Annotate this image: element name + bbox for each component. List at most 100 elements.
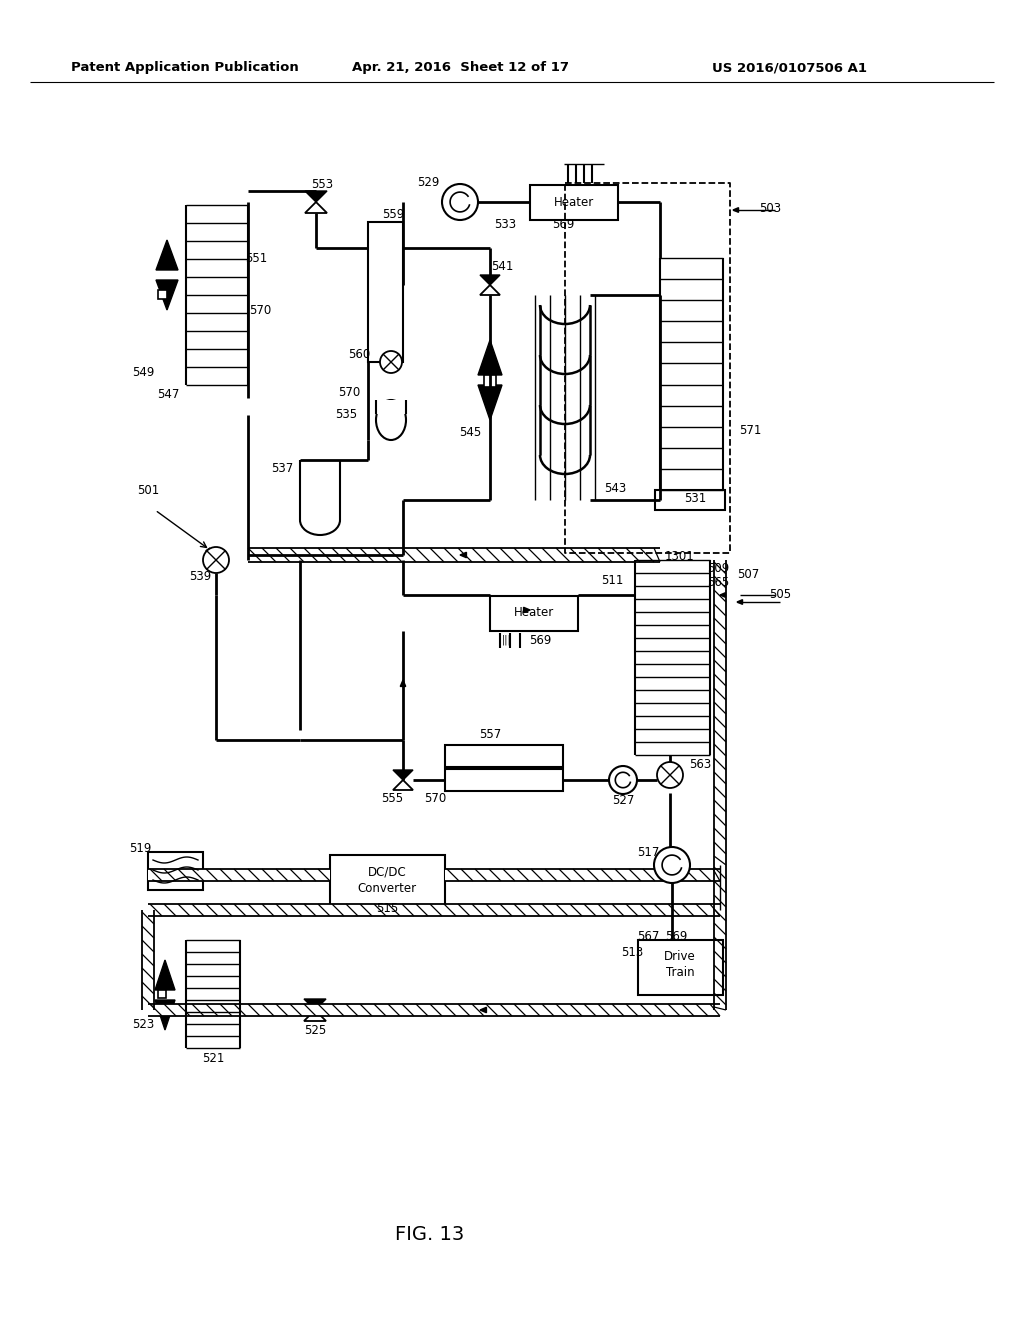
- Circle shape: [442, 183, 478, 220]
- Bar: [248, 548, 660, 562]
- Polygon shape: [676, 854, 680, 859]
- Text: 517: 517: [637, 846, 659, 858]
- Bar: [330, 855, 445, 906]
- Polygon shape: [478, 385, 502, 420]
- Polygon shape: [155, 1001, 175, 1030]
- Text: 553: 553: [311, 177, 333, 190]
- Bar: [142, 909, 154, 1010]
- Polygon shape: [480, 275, 500, 285]
- Circle shape: [609, 766, 637, 795]
- Text: 537: 537: [271, 462, 293, 474]
- Bar: [148, 1005, 720, 1016]
- Text: 525: 525: [304, 1023, 326, 1036]
- Polygon shape: [460, 552, 467, 558]
- Text: 559: 559: [382, 209, 404, 222]
- Bar: [148, 869, 330, 880]
- Bar: [655, 490, 725, 510]
- Polygon shape: [478, 341, 502, 375]
- Bar: [638, 940, 723, 995]
- Polygon shape: [737, 599, 742, 605]
- Polygon shape: [733, 207, 738, 213]
- Bar: [484, 375, 496, 387]
- Bar: [445, 744, 563, 767]
- Bar: [445, 869, 720, 880]
- Circle shape: [203, 546, 229, 573]
- Polygon shape: [156, 280, 178, 310]
- Polygon shape: [305, 202, 327, 213]
- Polygon shape: [206, 548, 210, 553]
- Text: 560: 560: [348, 347, 370, 360]
- Text: 519: 519: [129, 842, 152, 854]
- Text: 535: 535: [335, 408, 357, 421]
- Polygon shape: [156, 240, 178, 271]
- Circle shape: [657, 762, 683, 788]
- Bar: [530, 185, 618, 220]
- Polygon shape: [480, 285, 500, 294]
- Text: 541: 541: [490, 260, 513, 273]
- Text: Heater: Heater: [554, 195, 594, 209]
- Text: Train: Train: [666, 966, 694, 979]
- Text: 570: 570: [338, 387, 360, 400]
- Bar: [714, 865, 726, 1010]
- Polygon shape: [304, 999, 326, 1010]
- Text: 521: 521: [202, 1052, 224, 1064]
- Bar: [158, 990, 166, 998]
- Circle shape: [380, 351, 402, 374]
- Polygon shape: [464, 191, 468, 197]
- Polygon shape: [549, 873, 555, 878]
- Text: 505: 505: [769, 589, 792, 602]
- Text: DC/DC: DC/DC: [368, 866, 407, 879]
- Text: 515: 515: [376, 902, 398, 915]
- Text: 513: 513: [621, 945, 643, 958]
- Text: 509: 509: [707, 561, 729, 574]
- Text: 1301: 1301: [666, 550, 695, 564]
- Bar: [368, 222, 403, 362]
- Text: 557: 557: [479, 729, 501, 742]
- Text: 501: 501: [137, 483, 159, 496]
- Text: 527: 527: [611, 793, 634, 807]
- Ellipse shape: [376, 400, 406, 440]
- Text: 551: 551: [245, 252, 267, 264]
- Text: 565: 565: [707, 576, 729, 589]
- Text: US 2016/0107506 A1: US 2016/0107506 A1: [713, 62, 867, 74]
- Polygon shape: [304, 1010, 326, 1020]
- Polygon shape: [625, 771, 629, 775]
- Text: 569: 569: [665, 931, 687, 944]
- Text: 563: 563: [689, 759, 711, 771]
- Bar: [148, 851, 203, 890]
- Bar: [490, 597, 578, 631]
- Text: Patent Application Publication: Patent Application Publication: [71, 62, 299, 74]
- Bar: [376, 400, 406, 414]
- Bar: [148, 904, 720, 916]
- Polygon shape: [155, 960, 175, 990]
- Text: 539: 539: [188, 570, 211, 583]
- Text: 569: 569: [552, 219, 574, 231]
- Polygon shape: [400, 680, 406, 686]
- Text: Apr. 21, 2016  Sheet 12 of 17: Apr. 21, 2016 Sheet 12 of 17: [351, 62, 568, 74]
- Polygon shape: [480, 1007, 486, 1012]
- Text: 543: 543: [604, 482, 626, 495]
- Polygon shape: [523, 607, 530, 612]
- Text: FIG. 13: FIG. 13: [395, 1225, 465, 1245]
- Bar: [714, 560, 726, 865]
- Text: 547: 547: [157, 388, 179, 401]
- Text: 507: 507: [737, 569, 759, 582]
- Text: 545: 545: [459, 425, 481, 438]
- Circle shape: [654, 847, 690, 883]
- Text: 571: 571: [738, 424, 761, 437]
- Text: 531: 531: [684, 491, 707, 504]
- Polygon shape: [393, 780, 413, 789]
- Text: Converter: Converter: [357, 882, 417, 895]
- Text: 511: 511: [602, 573, 624, 586]
- Polygon shape: [393, 770, 413, 780]
- Text: 549: 549: [132, 367, 155, 380]
- Polygon shape: [720, 593, 726, 598]
- Text: 570: 570: [424, 792, 446, 805]
- Text: 567: 567: [637, 931, 659, 944]
- Text: Heater: Heater: [514, 606, 554, 619]
- Text: 533: 533: [494, 219, 516, 231]
- Text: 503: 503: [759, 202, 781, 214]
- Text: 555: 555: [381, 792, 403, 805]
- Text: 523: 523: [132, 1019, 155, 1031]
- Polygon shape: [305, 191, 327, 202]
